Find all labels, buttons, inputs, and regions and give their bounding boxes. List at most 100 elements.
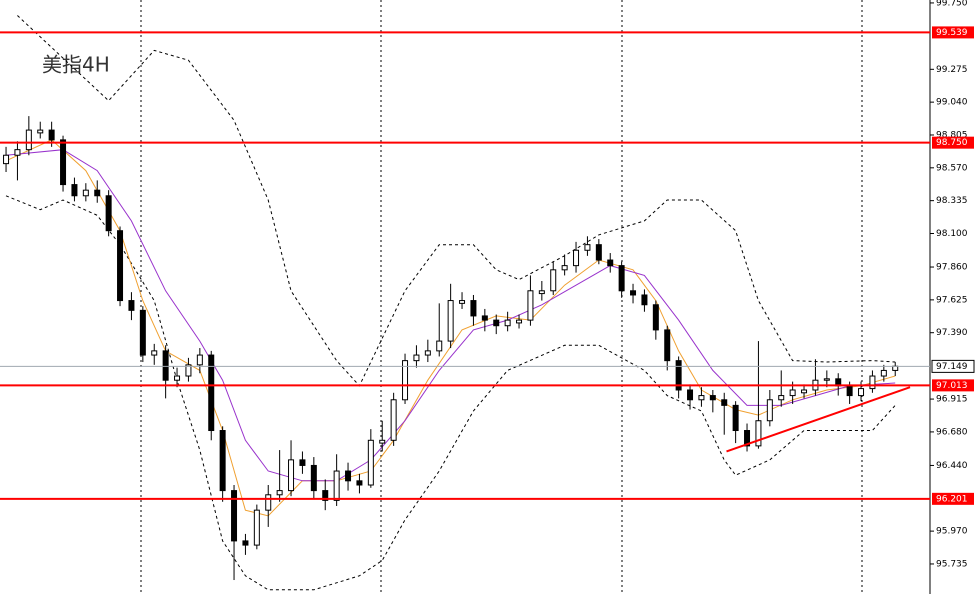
candle-body xyxy=(641,294,648,306)
candle-body xyxy=(493,319,500,327)
candle-body xyxy=(128,300,135,311)
y-tick-label: 99.040 xyxy=(936,98,968,108)
candle-body xyxy=(732,404,739,432)
level-label: 98.750 xyxy=(936,138,968,148)
y-tick-label: 99.750 xyxy=(936,0,968,8)
candle-body xyxy=(37,129,44,134)
level-box xyxy=(932,379,974,392)
candle-body xyxy=(139,309,146,356)
candle-body xyxy=(481,315,488,321)
candle-body xyxy=(14,149,21,156)
candle-body xyxy=(3,154,10,165)
level-label: 96.201 xyxy=(936,494,968,504)
candle-body xyxy=(538,290,545,295)
candle-body xyxy=(413,354,420,362)
level-label: 99.539 xyxy=(936,28,968,38)
y-tick-label: 96.440 xyxy=(936,461,968,471)
candle-body xyxy=(744,430,751,447)
candle-body xyxy=(789,389,796,397)
candle-body xyxy=(675,360,682,391)
candle-body xyxy=(117,230,124,302)
candle-body xyxy=(550,269,557,292)
candle-body xyxy=(71,184,78,197)
candle-body xyxy=(25,129,32,151)
candle-body xyxy=(652,304,659,331)
moving-average xyxy=(5,139,896,517)
candle-body xyxy=(82,189,89,197)
candle-body xyxy=(379,439,386,444)
chart-title: 美指4H xyxy=(42,53,110,77)
y-tick-label: 97.390 xyxy=(936,328,968,338)
candle-body xyxy=(516,319,523,324)
candle-body xyxy=(573,249,580,267)
y-tick-label: 97.625 xyxy=(936,295,968,305)
candle-body xyxy=(231,490,238,542)
y-tick-label: 98.570 xyxy=(936,163,968,173)
candle-body xyxy=(322,490,329,501)
y-tick-label: 98.805 xyxy=(936,130,968,140)
candle-body xyxy=(390,399,397,441)
candle-body xyxy=(196,354,203,366)
candle-body xyxy=(276,490,283,496)
candle-body xyxy=(402,360,409,401)
y-tick-label: 95.735 xyxy=(936,559,968,569)
candle-body xyxy=(766,399,773,422)
candle-body xyxy=(698,395,705,401)
y-tick-label: 96.680 xyxy=(936,427,968,437)
candle-body xyxy=(219,430,226,492)
candle-body xyxy=(823,378,830,381)
candle-body xyxy=(174,375,181,381)
candle-body xyxy=(755,420,762,447)
candle-body xyxy=(48,129,55,141)
last-price-label: 97.149 xyxy=(936,362,968,372)
candle-body xyxy=(162,350,169,381)
candle-body xyxy=(470,300,477,317)
level-box xyxy=(932,26,974,39)
level-box xyxy=(932,492,974,505)
candle-body xyxy=(801,389,808,394)
trendline xyxy=(726,386,911,453)
candle-body xyxy=(687,389,694,401)
candle-body xyxy=(459,300,466,304)
candle-body xyxy=(356,480,363,486)
candle-body xyxy=(288,459,295,492)
candle-body xyxy=(869,375,876,390)
y-tick-label: 98.335 xyxy=(936,196,968,206)
candle-body xyxy=(208,354,215,432)
candle-body xyxy=(299,459,306,466)
candle-body xyxy=(618,265,625,292)
moving-average xyxy=(5,149,896,482)
candle-body xyxy=(778,395,785,401)
y-tick-label: 99.275 xyxy=(936,65,968,75)
candle-body xyxy=(265,494,272,511)
candle-body xyxy=(105,195,112,232)
candle-body xyxy=(561,265,568,271)
candle-body xyxy=(447,300,454,342)
y-tick-label: 95.970 xyxy=(936,527,968,537)
candle-body xyxy=(253,509,260,546)
candle-body xyxy=(846,385,853,397)
candle-body xyxy=(367,439,374,486)
candle-body xyxy=(345,470,352,482)
candle-body xyxy=(630,290,637,296)
candle-body xyxy=(858,388,865,397)
candle-body xyxy=(151,350,158,356)
last-price-box xyxy=(931,359,975,373)
candle-body xyxy=(60,139,67,186)
candle-body xyxy=(709,395,716,401)
y-tick-label: 98.100 xyxy=(936,229,968,239)
y-tick-label: 96.915 xyxy=(936,395,968,405)
candle-body xyxy=(424,350,431,356)
candle-body xyxy=(721,399,728,406)
candle-body xyxy=(664,329,671,362)
candle-body xyxy=(504,319,511,327)
y-tick-label: 97.860 xyxy=(936,263,968,273)
candle-body xyxy=(584,244,591,251)
candle-body xyxy=(185,364,192,377)
candle-body xyxy=(880,369,887,377)
candle-body xyxy=(94,189,101,197)
candle-body xyxy=(527,290,534,321)
candle-body xyxy=(310,464,317,492)
